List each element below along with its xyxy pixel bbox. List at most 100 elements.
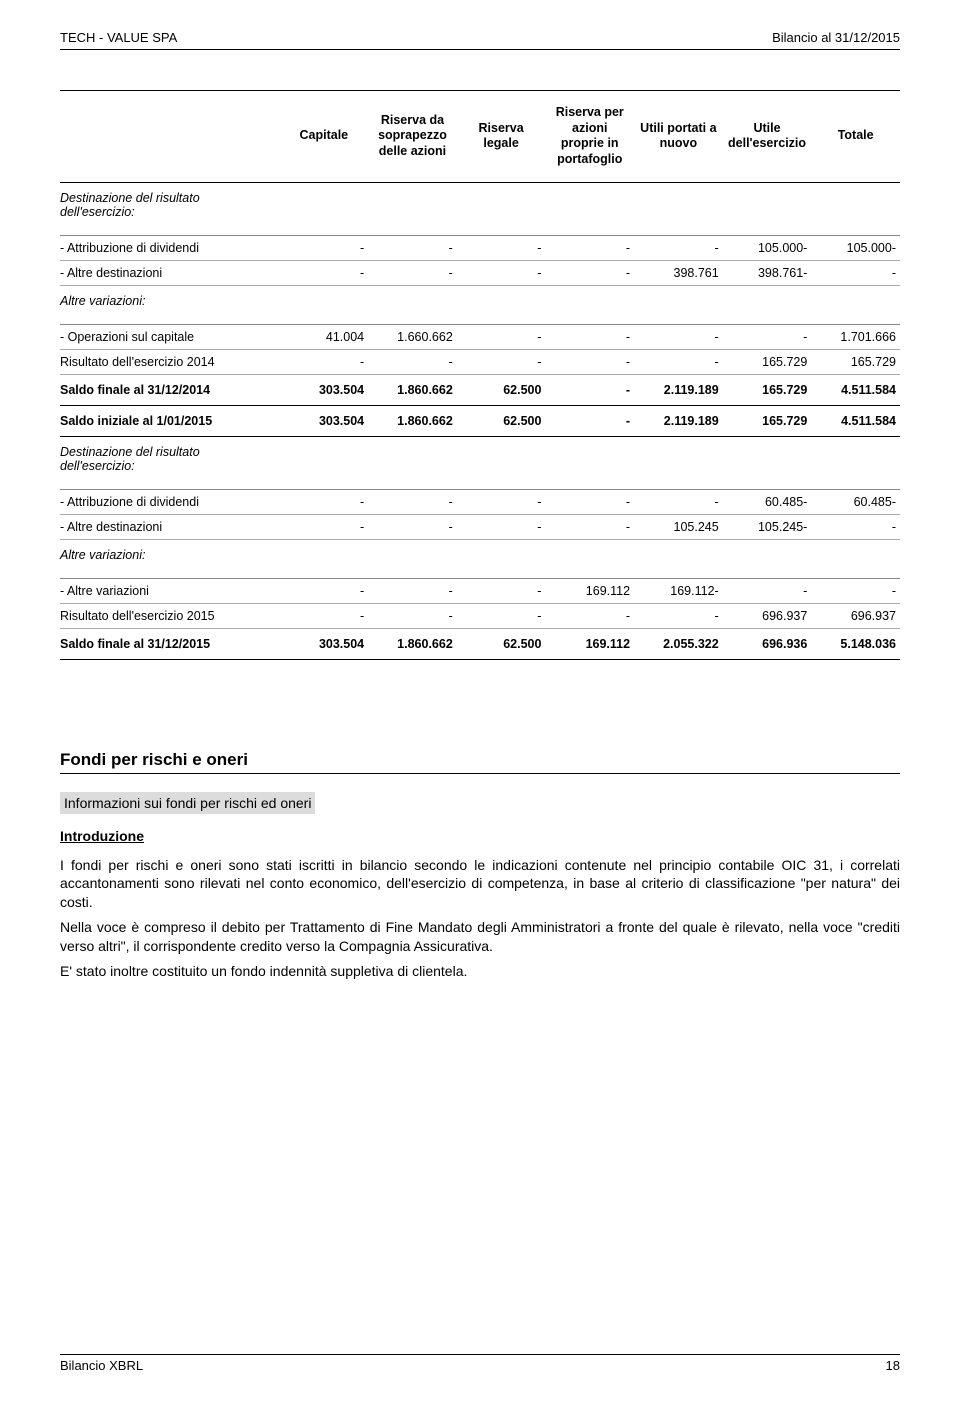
row-label: Destinazione del risultato dell'esercizi… <box>60 436 280 489</box>
cell: 41.004 <box>280 324 369 349</box>
cell: - <box>457 260 546 285</box>
cell: 169.112- <box>634 578 723 603</box>
row-label: Altre variazioni: <box>60 285 280 324</box>
balance-ref: Bilancio al 31/12/2015 <box>772 30 900 45</box>
cell: 169.112 <box>545 628 634 659</box>
cell: - <box>545 260 634 285</box>
table-row: Saldo finale al 31/12/2014303.5041.860.6… <box>60 374 900 405</box>
page-header: TECH - VALUE SPA Bilancio al 31/12/2015 <box>60 30 900 45</box>
cell: - <box>545 405 634 436</box>
cell: 2.055.322 <box>634 628 723 659</box>
col-riserva-azioni-proprie: Riserva per azioni proprie in portafogli… <box>545 91 634 183</box>
row-label: Risultato dell'esercizio 2014 <box>60 349 280 374</box>
row-label: Destinazione del risultato dell'esercizi… <box>60 182 280 235</box>
cell: - <box>811 578 900 603</box>
table-row: - Altre variazioni---169.112169.112--- <box>60 578 900 603</box>
cell: 696.937 <box>723 603 812 628</box>
table-row: - Attribuzione di dividendi-----105.000-… <box>60 235 900 260</box>
section-fondi-title: Fondi per rischi e oneri <box>60 750 900 774</box>
table-row: Destinazione del risultato dell'esercizi… <box>60 436 900 489</box>
cell: - <box>280 514 369 539</box>
cell: - <box>368 260 457 285</box>
cell: 165.729 <box>811 349 900 374</box>
col-riserva-sopraprezzo: Riserva da soprapezzo delle azioni <box>368 91 457 183</box>
cell: 1.660.662 <box>368 324 457 349</box>
row-label: Saldo finale al 31/12/2015 <box>60 628 280 659</box>
cell: 62.500 <box>457 628 546 659</box>
row-label: Altre variazioni: <box>60 539 280 578</box>
para-3: E' stato inoltre costituito un fondo ind… <box>60 962 900 981</box>
table-row: - Altre destinazioni----398.761398.761-- <box>60 260 900 285</box>
table-row: Altre variazioni: <box>60 285 900 324</box>
row-label: - Attribuzione di dividendi <box>60 235 280 260</box>
cell: - <box>368 514 457 539</box>
cell: - <box>545 603 634 628</box>
table-row: Saldo finale al 31/12/2015303.5041.860.6… <box>60 628 900 659</box>
cell: - <box>457 489 546 514</box>
row-label: - Operazioni sul capitale <box>60 324 280 349</box>
table-row: Saldo iniziale al 1/01/2015303.5041.860.… <box>60 405 900 436</box>
table-row: Destinazione del risultato dell'esercizi… <box>60 182 900 235</box>
row-label: - Altre destinazioni <box>60 514 280 539</box>
cell: - <box>545 349 634 374</box>
equity-movements-table: Capitale Riserva da soprapezzo delle azi… <box>60 90 900 660</box>
cell: 398.761- <box>723 260 812 285</box>
cell: 398.761 <box>634 260 723 285</box>
cell: - <box>280 260 369 285</box>
row-label: Saldo finale al 31/12/2014 <box>60 374 280 405</box>
company-name: TECH - VALUE SPA <box>60 30 177 45</box>
footer-left: Bilancio XBRL <box>60 1358 143 1373</box>
cell: - <box>457 235 546 260</box>
row-label: - Attribuzione di dividendi <box>60 489 280 514</box>
para-1: I fondi per rischi e oneri sono stati is… <box>60 856 900 913</box>
cell: - <box>457 603 546 628</box>
cell: - <box>368 489 457 514</box>
page-footer: Bilancio XBRL 18 <box>60 1354 900 1373</box>
cell: 696.937 <box>811 603 900 628</box>
cell: 105.245- <box>723 514 812 539</box>
cell: 2.119.189 <box>634 374 723 405</box>
cell: 303.504 <box>280 374 369 405</box>
cell: 165.729 <box>723 349 812 374</box>
cell: 62.500 <box>457 374 546 405</box>
cell: 62.500 <box>457 405 546 436</box>
cell: 5.148.036 <box>811 628 900 659</box>
row-label: - Altre destinazioni <box>60 260 280 285</box>
cell: - <box>811 514 900 539</box>
cell: - <box>368 603 457 628</box>
cell: 165.729 <box>723 405 812 436</box>
table-row: - Attribuzione di dividendi-----60.485-6… <box>60 489 900 514</box>
cell: - <box>545 324 634 349</box>
row-label: Saldo iniziale al 1/01/2015 <box>60 405 280 436</box>
cell: 1.860.662 <box>368 628 457 659</box>
cell: - <box>280 235 369 260</box>
intro-label: Introduzione <box>60 828 900 844</box>
col-utile-esercizio: Utile dell'esercizio <box>723 91 812 183</box>
cell: 60.485- <box>723 489 812 514</box>
cell: 1.860.662 <box>368 405 457 436</box>
cell: 696.936 <box>723 628 812 659</box>
cell: - <box>280 489 369 514</box>
cell: - <box>723 578 812 603</box>
cell: - <box>811 260 900 285</box>
table-row: - Altre destinazioni----105.245105.245-- <box>60 514 900 539</box>
cell: 1.860.662 <box>368 374 457 405</box>
table-row: - Operazioni sul capitale41.0041.660.662… <box>60 324 900 349</box>
table-row: Risultato dell'esercizio 2015-----696.93… <box>60 603 900 628</box>
cell: - <box>634 489 723 514</box>
table-header-row: Capitale Riserva da soprapezzo delle azi… <box>60 91 900 183</box>
col-riserva-legale: Riserva legale <box>457 91 546 183</box>
cell: 4.511.584 <box>811 374 900 405</box>
cell: - <box>545 489 634 514</box>
cell: 105.000- <box>723 235 812 260</box>
cell: - <box>723 324 812 349</box>
cell: - <box>457 349 546 374</box>
col-utili-nuovo: Utili portati a nuovo <box>634 91 723 183</box>
cell: - <box>634 235 723 260</box>
col-capitale: Capitale <box>280 91 369 183</box>
table-row: Risultato dell'esercizio 2014-----165.72… <box>60 349 900 374</box>
cell: 105.000- <box>811 235 900 260</box>
cell: - <box>634 603 723 628</box>
cell: - <box>368 349 457 374</box>
cell: - <box>545 514 634 539</box>
